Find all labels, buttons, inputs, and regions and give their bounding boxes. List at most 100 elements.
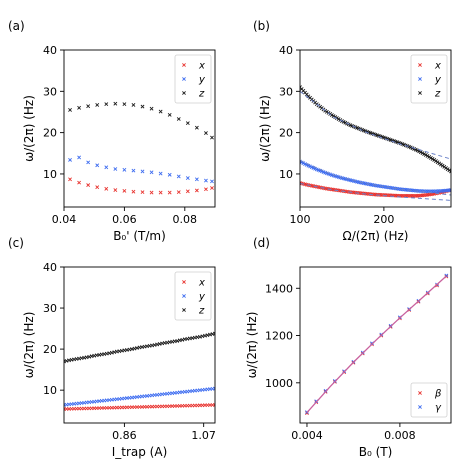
panel-label: (b) bbox=[253, 19, 270, 33]
data-point-z bbox=[158, 109, 163, 114]
series-line-5 bbox=[300, 182, 451, 201]
y-tick-label: 40 bbox=[279, 44, 293, 57]
legend-label-γ: γ bbox=[435, 403, 442, 414]
x-tick-label: 0.04 bbox=[52, 213, 77, 226]
data-point-x bbox=[158, 190, 163, 195]
data-point-z bbox=[68, 107, 72, 112]
y-axis-label: ω/(2π) (Hz) bbox=[22, 312, 36, 379]
data-point-y bbox=[194, 177, 199, 182]
plot-area bbox=[305, 273, 449, 415]
data-point-y bbox=[210, 179, 214, 184]
panel-a: (a) 0.04 0.06 0.08 10 20 30 40 B₀' (T/m) ω/(2π) (… bbox=[8, 19, 216, 243]
data-point-β bbox=[435, 283, 439, 288]
data-point-z bbox=[104, 102, 109, 107]
y-tick-label: 10 bbox=[43, 384, 57, 397]
y-axis-label: ω/(2π) (Hz) bbox=[245, 312, 259, 379]
y-tick-label: 30 bbox=[43, 302, 57, 315]
data-point-z bbox=[204, 131, 208, 135]
x-axis-label: B₀' (T/m) bbox=[113, 229, 166, 243]
y-tick-label: 1200 bbox=[265, 330, 293, 343]
data-point-x bbox=[185, 189, 190, 194]
legend-marker-y bbox=[182, 77, 186, 81]
x-tick-label: 0.004 bbox=[291, 429, 323, 442]
data-point-x bbox=[68, 177, 72, 182]
data-point-y bbox=[77, 155, 82, 160]
y-tick-label: 30 bbox=[43, 85, 57, 98]
panel-c: (c) 0.86 1.07 10 20 30 40 I_trap (A) ω/(2π) (Hz)… bbox=[8, 236, 216, 459]
legend-marker-β bbox=[418, 391, 422, 395]
y-axis-label: ω/(2π) (Hz) bbox=[22, 95, 36, 162]
legend-label-z: z bbox=[198, 89, 205, 100]
x-tick-label: 1.07 bbox=[191, 429, 216, 442]
x-tick-label: 200 bbox=[373, 213, 394, 226]
plot-area bbox=[68, 101, 214, 195]
legend-label-y: y bbox=[198, 292, 206, 303]
y-axis-label: ω/(2π) (Hz) bbox=[258, 95, 272, 162]
y-tick-label: 20 bbox=[279, 127, 293, 140]
data-point-z bbox=[194, 125, 199, 130]
data-point-y bbox=[113, 167, 118, 171]
panel-label: (d) bbox=[253, 236, 270, 250]
legend-label-β: β bbox=[434, 389, 442, 400]
plot-area bbox=[300, 85, 451, 201]
data-point-x bbox=[140, 190, 145, 195]
legend: xyz bbox=[174, 54, 212, 104]
panel-b: (b) 100 200 10 20 30 40 Ω/(2π) (Hz) ω/(2π) (Hz) x… bbox=[253, 19, 452, 243]
data-point-z bbox=[113, 101, 118, 106]
data-point-y bbox=[449, 188, 451, 192]
data-point-y bbox=[158, 171, 163, 176]
data-point-y bbox=[204, 178, 208, 183]
data-point-y bbox=[176, 174, 181, 179]
panel-d: (d) 0.004 0.008 1000 1200 1400 B₀ (T) ω/(2π) (H… bbox=[245, 236, 452, 459]
panel-label: (a) bbox=[8, 19, 25, 33]
data-point-z bbox=[77, 105, 82, 110]
data-point-x bbox=[77, 180, 82, 185]
data-point-x bbox=[210, 186, 214, 190]
legend-marker-z bbox=[418, 91, 422, 95]
data-point-y bbox=[185, 176, 190, 180]
data-point-x bbox=[122, 188, 127, 193]
y-tick-label: 40 bbox=[43, 261, 57, 274]
series-line-2 bbox=[306, 275, 447, 414]
y-tick-label: 1000 bbox=[265, 377, 293, 390]
legend-label-y: y bbox=[198, 75, 206, 86]
data-point-y bbox=[104, 165, 109, 170]
data-point-x bbox=[131, 189, 136, 194]
data-point-y bbox=[95, 163, 100, 168]
data-point-y bbox=[131, 168, 136, 173]
legend-label-x: x bbox=[434, 61, 441, 72]
legend-label-z: z bbox=[198, 306, 205, 317]
data-point-x bbox=[213, 403, 215, 407]
data-point-y bbox=[86, 160, 91, 165]
data-point-x bbox=[95, 185, 100, 190]
y-tick-label: 10 bbox=[279, 168, 293, 181]
x-axis-label: B₀ (T) bbox=[359, 445, 393, 459]
legend-marker-y bbox=[418, 77, 422, 81]
x-axis-label: I_trap (A) bbox=[112, 445, 168, 459]
series-line-4 bbox=[300, 160, 451, 196]
x-tick-label: 100 bbox=[290, 213, 311, 226]
data-point-y bbox=[213, 386, 215, 391]
data-point-y bbox=[149, 170, 154, 175]
data-point-z bbox=[185, 121, 190, 126]
data-point-y bbox=[68, 157, 72, 162]
y-tick-label: 20 bbox=[43, 127, 57, 140]
y-tick-label: 1400 bbox=[265, 282, 293, 295]
legend: xyz bbox=[174, 271, 212, 321]
data-point-z bbox=[213, 331, 215, 336]
y-tick-label: 30 bbox=[279, 85, 293, 98]
y-tick-label: 10 bbox=[43, 168, 57, 181]
x-tick-label: 0.06 bbox=[112, 213, 137, 226]
data-point-x bbox=[149, 190, 154, 195]
x-tick-label: 0.86 bbox=[112, 429, 137, 442]
legend-marker-y bbox=[182, 294, 186, 298]
y-tick-label: 20 bbox=[43, 343, 57, 356]
data-point-y bbox=[140, 169, 145, 174]
legend-marker-z bbox=[182, 91, 186, 95]
data-point-x bbox=[194, 188, 199, 193]
legend-marker-x bbox=[182, 280, 186, 284]
plot-area bbox=[64, 331, 215, 411]
legend-marker-x bbox=[418, 63, 422, 67]
data-point-z bbox=[210, 135, 214, 140]
data-point-x bbox=[167, 190, 172, 195]
